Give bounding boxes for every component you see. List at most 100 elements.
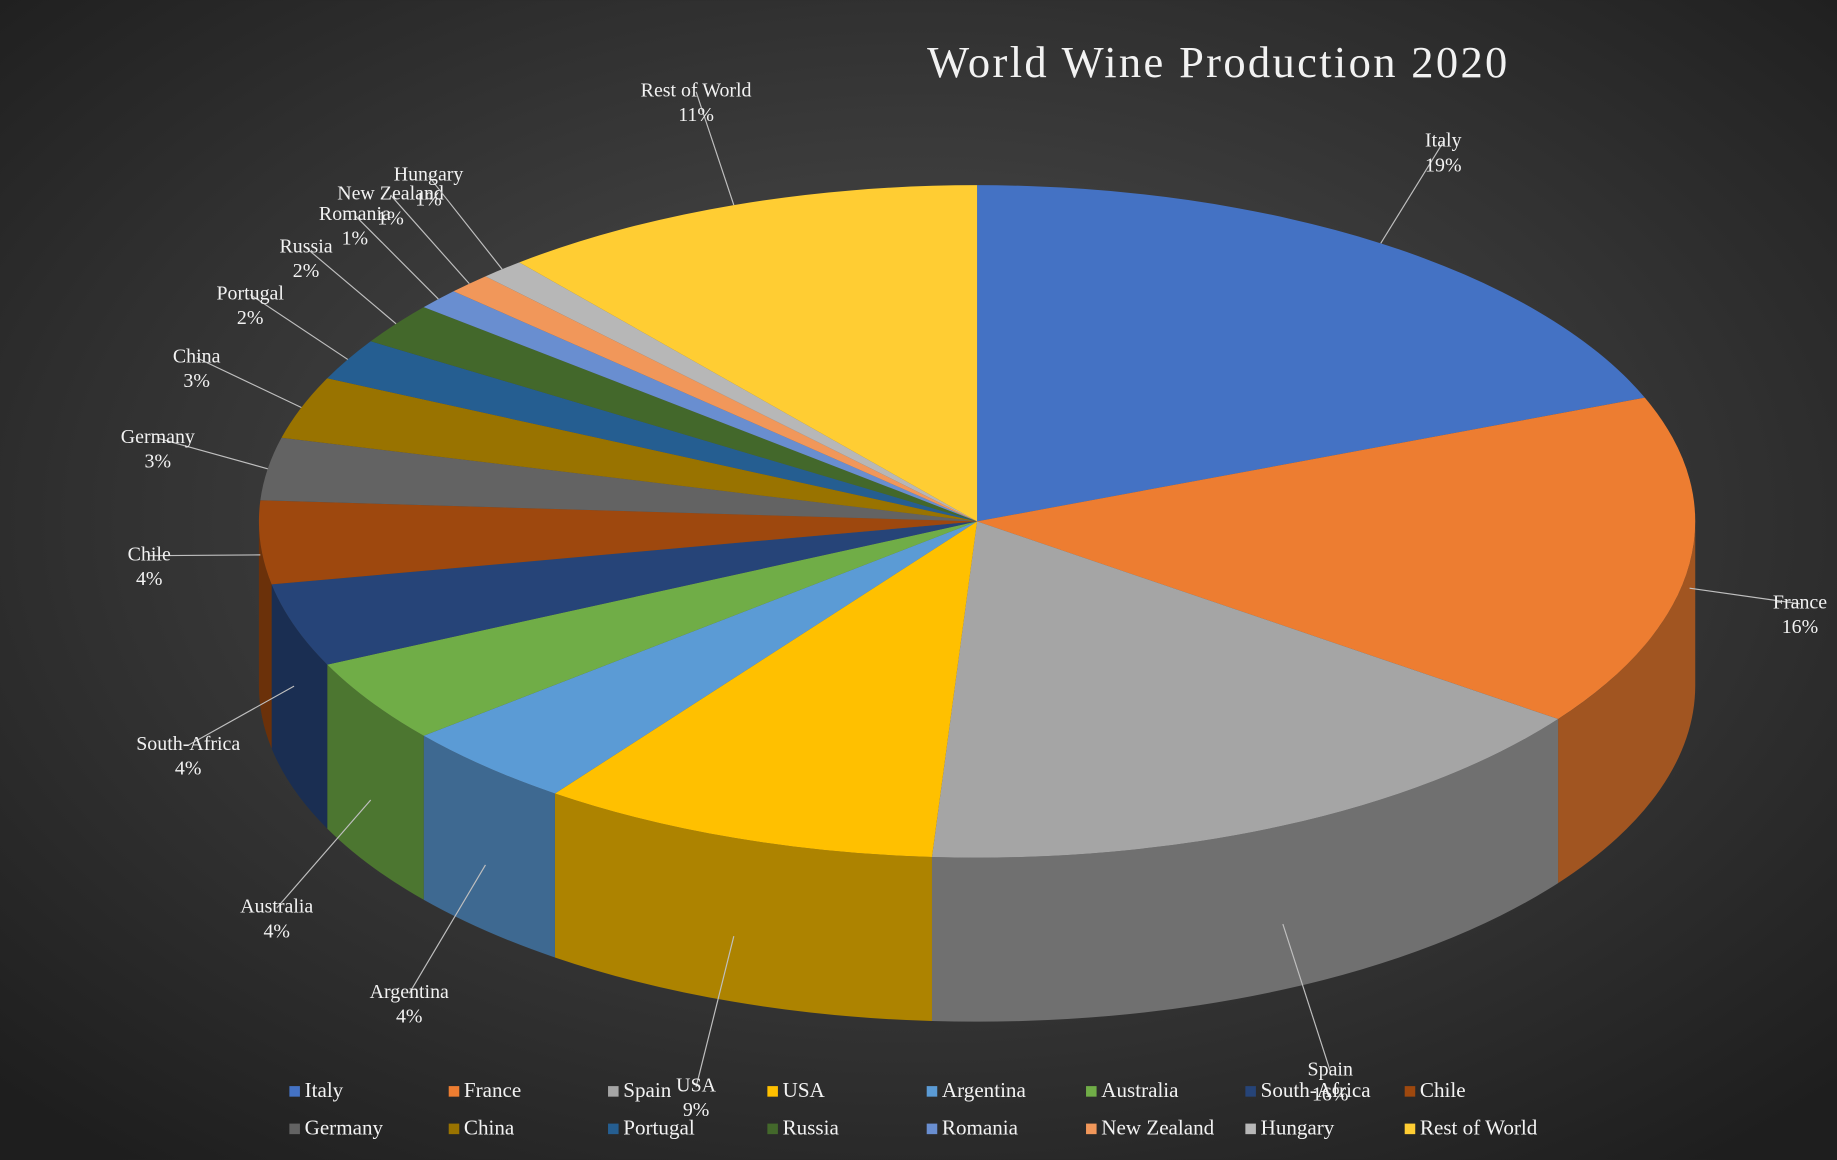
legend-swatch [289,1086,300,1097]
data-label-name: Argentina [370,981,449,1003]
legend-label: Russia [783,1115,840,1139]
pie-sides [258,521,1696,1022]
pie-slice [258,500,978,585]
legend-label: New Zealand [1101,1115,1214,1139]
pie-slice-side [931,719,1559,1022]
data-label-value: 1% [342,228,369,250]
data-label-name: New Zealand [337,183,444,205]
legend-label: Romania [942,1115,1019,1139]
data-label-name: USA [676,1075,716,1097]
data-label-name: South-Africa [136,733,240,755]
pie-slice [423,521,978,794]
data-label-name: Rest of World [641,79,752,101]
legend-label: Rest of World [1420,1115,1538,1139]
data-label-value: 4% [263,920,290,942]
data-label-value: 4% [136,568,163,590]
data-label-value: 11% [678,104,714,126]
legend-swatch [448,1086,460,1097]
pie-slice [554,521,978,857]
data-label-name: Australia [240,896,313,918]
pie-slice [260,437,978,522]
legend-swatch [1245,1123,1256,1135]
leader-line [354,214,439,300]
legend-label: Hungary [1261,1115,1335,1139]
data-label-name: China [173,345,221,367]
pie-slice [327,341,978,522]
pie-slice-side [554,793,932,1022]
pie-slice [423,291,978,522]
legend-swatch [1404,1086,1416,1097]
leader-line [196,357,302,409]
data-label-name: Chile [128,543,171,565]
data-label-value: 16% [1782,616,1819,638]
leader-line [157,437,268,470]
leader-line [249,294,349,360]
data-label-value: 4% [175,758,202,780]
leader-line [695,936,735,1088]
pie-slice-side [258,521,272,749]
legend-swatch [926,1086,938,1097]
legend-swatch [1086,1123,1097,1135]
data-label-name: Portugal [216,282,284,304]
pie-slice [977,185,1645,522]
pie-slice [271,521,978,665]
pie-slice [519,185,978,522]
pie-tops [258,185,1696,858]
legend-swatch [767,1086,778,1097]
data-label-value: 2% [237,307,264,329]
data-label-name: Hungary [394,164,464,186]
pie-slice-side [271,584,328,829]
data-label-value: 3% [183,370,210,392]
data-label-value: 2% [293,260,320,282]
data-label-value: 1% [415,188,442,210]
leader-line [695,91,735,206]
legend-swatch [608,1086,619,1097]
pie-slice [370,307,978,522]
legend-label: Chile [1420,1078,1466,1102]
data-label-value: 3% [145,451,172,473]
pie-slice [485,262,978,522]
legend-swatch [926,1123,938,1135]
legend-swatch [448,1123,460,1135]
data-label-name: Italy [1425,130,1462,152]
legend-label: South-Africa [1261,1078,1372,1102]
legend-label: Argentina [942,1078,1027,1102]
data-label-name: Germany [121,426,195,448]
legend: Italy France Spain USA Argentina Australia Sou… [289,1078,1538,1139]
leader-line [187,685,295,746]
leader-line [1689,587,1801,605]
legend-label: Spain [623,1078,671,1102]
pie-slice [281,378,978,522]
data-labels: Italy19%France16%Spain16%USA9%Argentina4… [121,79,1827,1121]
leader-line [408,864,486,994]
legend-swatch [608,1123,619,1135]
legend-label: USA [783,1078,826,1102]
chart-title: World Wine Production 2020 [927,37,1510,87]
data-label-name: Russia [279,235,332,257]
legend-swatch [289,1123,300,1135]
pie-slice [453,276,978,522]
leader-line [1380,141,1444,244]
leader-line [390,194,470,285]
data-label-name: France [1773,592,1827,614]
leader-line [276,799,372,909]
pie-slice-side [1558,521,1696,884]
pie-slice [977,397,1696,720]
legend-label: Italy [305,1078,344,1102]
leader-line [1282,923,1331,1072]
legend-label: Germany [305,1115,384,1139]
data-label-value: 9% [683,1099,710,1121]
data-label-name: Spain [1308,1059,1353,1081]
leader-line [149,554,261,557]
legend-label: Australia [1101,1078,1179,1102]
data-label-name: Romania [319,203,391,225]
leader-line [428,175,503,270]
legend-label: France [464,1078,521,1102]
data-label-value: 16% [1312,1083,1349,1105]
legend-swatch [1245,1086,1256,1097]
data-label-value: 19% [1425,154,1462,176]
pie-slice-side [423,735,555,958]
legend-swatch [767,1123,778,1135]
